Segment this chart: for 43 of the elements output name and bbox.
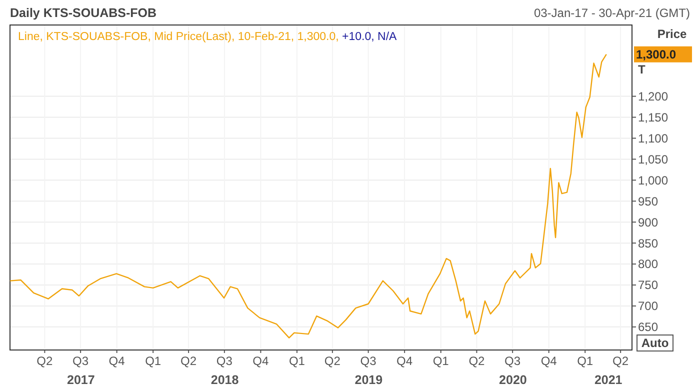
x-tick-label: Q3	[504, 354, 521, 368]
x-tick-label: Q1	[577, 354, 594, 368]
line-series	[9, 54, 607, 338]
x-tick-label: Q3	[216, 354, 233, 368]
y-tick-label: 900	[638, 215, 658, 230]
y-tick-label: 700	[638, 299, 658, 314]
y-tick-label: 1,000	[638, 173, 668, 188]
y-tick-label: 750	[638, 278, 658, 292]
x2-tick-label: 2017	[67, 373, 95, 387]
x2-tick-label: 2020	[499, 373, 527, 387]
y-tick-label: 850	[638, 236, 658, 250]
text: Auto	[641, 336, 669, 350]
x2-tick-label: 2021	[594, 373, 622, 387]
y-tick-label: 650	[638, 320, 658, 334]
x-tick-label: Q2	[324, 354, 341, 368]
x-tick-label: Q4	[396, 354, 413, 368]
text: 1,300.0	[636, 48, 676, 62]
x-tick-label: Q1	[145, 354, 162, 368]
y-axis-title: Price	[657, 27, 687, 41]
x-tick-label: Q4	[540, 354, 558, 368]
y-tick-label: 1,100	[638, 131, 668, 146]
x2-tick-label: 2018	[210, 373, 239, 387]
annotation: +10.0, N/A	[342, 31, 398, 43]
x-tick-label: Q4	[252, 354, 270, 368]
x-tick-label: Q1	[432, 354, 450, 368]
x-tick-label: Q2	[468, 354, 486, 368]
text: T	[638, 62, 646, 76]
x-tick-label: Q2	[612, 354, 629, 368]
x-tick-label: Q3	[360, 354, 377, 368]
y-tick-label: 950	[638, 194, 658, 208]
x-tick-label: Q2	[36, 354, 54, 368]
y-tick-label: 1,050	[638, 152, 668, 166]
chart-subtitle: 03-Jan-17 - 30-Apr-21 (GMT)	[534, 6, 690, 20]
chart-title: Daily KTS-SOUABS-FOB	[10, 6, 157, 20]
text: Line, KTS-SOUABS-FOB, Mid Price(Last), 10-Feb-21, 1,300.0,	[18, 31, 342, 43]
x-tick-label: Q3	[72, 354, 89, 368]
x-tick-label: Q1	[288, 354, 306, 368]
x-tick-label: Q2	[180, 354, 197, 368]
x-tick-label: Q4	[108, 354, 126, 368]
y-tick-label: 1,200	[638, 89, 668, 104]
y-tick-label: 1,150	[638, 110, 668, 124]
x2-tick-label: 2019	[354, 373, 383, 387]
y-tick-label: 800	[638, 257, 658, 272]
